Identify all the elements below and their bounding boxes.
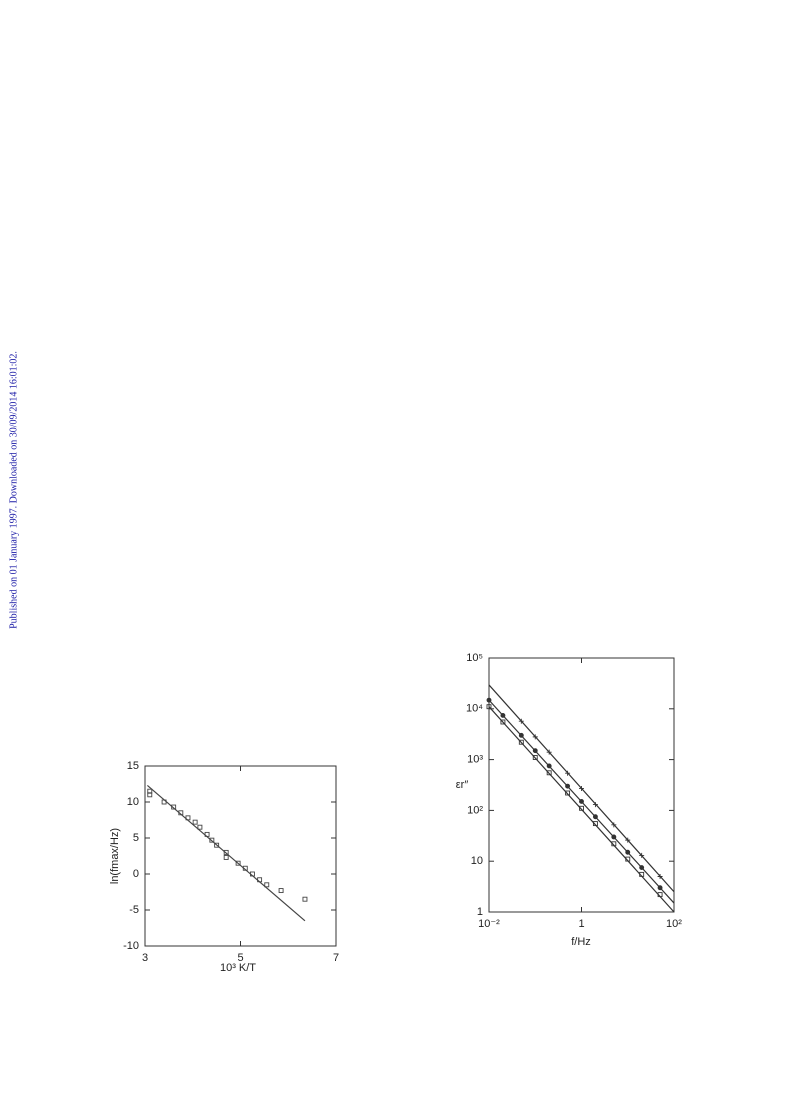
y-tick-label: 15 <box>127 760 139 772</box>
y-tick-label: -10 <box>123 940 139 952</box>
data-point <box>214 842 220 848</box>
data-point <box>546 770 552 776</box>
data-point <box>611 822 617 828</box>
data-point <box>565 783 571 789</box>
data-point <box>579 799 584 804</box>
data-point <box>278 888 284 894</box>
data-point <box>639 852 645 858</box>
data-point <box>657 885 663 891</box>
x-tick-label: 1 <box>578 918 584 930</box>
data-point <box>592 821 598 827</box>
data-point <box>264 882 270 888</box>
data-point <box>625 849 631 855</box>
y-axis-label: εr″ <box>456 779 469 791</box>
x-tick-label: 10⁻² <box>478 918 500 930</box>
data-point <box>532 748 538 754</box>
data-point <box>518 718 524 724</box>
data-point <box>592 802 598 808</box>
data-point <box>197 824 203 830</box>
x-tick-label: 3 <box>142 952 148 964</box>
y-tick-label: -5 <box>129 904 139 916</box>
data-point <box>532 755 538 760</box>
y-tick-label: 10⁵ <box>466 652 483 664</box>
data-point <box>235 860 241 866</box>
y-tick-label: 10 <box>127 796 139 808</box>
data-point <box>592 814 598 820</box>
y-tick-label: 1 <box>477 906 483 918</box>
x-axis-label: f/Hz <box>571 936 591 948</box>
data-point <box>546 763 552 769</box>
data-point <box>223 849 229 855</box>
data-point <box>486 697 492 703</box>
x-tick-label: 5 <box>237 952 243 964</box>
y-tick-label: 10² <box>467 804 483 816</box>
data-point <box>611 841 617 847</box>
fit-line <box>488 706 675 913</box>
data-point <box>500 719 506 725</box>
x-tick-label: 10² <box>666 918 682 930</box>
data-point <box>518 739 524 745</box>
data-point <box>209 837 215 843</box>
data-point <box>147 792 153 798</box>
data-point <box>625 856 631 862</box>
data-point <box>579 805 584 811</box>
data-point <box>546 749 552 755</box>
watermark: Published on 01 January 1997. Downloaded… <box>8 351 19 629</box>
data-point <box>500 712 506 718</box>
y-tick-label: 0 <box>133 868 139 880</box>
x-axis-label: 10³ K/T <box>220 962 256 974</box>
data-point <box>223 854 229 860</box>
data-point <box>302 896 308 902</box>
data-point <box>639 865 645 870</box>
data-point <box>532 734 538 740</box>
data-point <box>625 837 631 843</box>
y-axis-label: ln(fmax/Hz) <box>109 828 121 884</box>
plot-frame <box>144 765 337 947</box>
data-point <box>657 873 663 879</box>
data-point <box>565 770 571 776</box>
data-point <box>518 732 524 738</box>
y-tick-label: 5 <box>133 832 139 844</box>
y-tick-label: 10 <box>471 855 483 867</box>
y-tick-label: 10⁴ <box>466 703 483 715</box>
data-point <box>657 892 663 898</box>
data-point <box>565 790 571 796</box>
data-point <box>611 834 617 840</box>
data-point <box>486 704 492 710</box>
y-tick-label: 10³ <box>467 754 483 766</box>
plot-frame <box>488 657 675 913</box>
data-point <box>579 785 584 791</box>
data-point <box>639 871 645 877</box>
data-point <box>192 819 198 825</box>
fit-line <box>146 784 306 922</box>
x-tick-label: 7 <box>333 952 339 964</box>
